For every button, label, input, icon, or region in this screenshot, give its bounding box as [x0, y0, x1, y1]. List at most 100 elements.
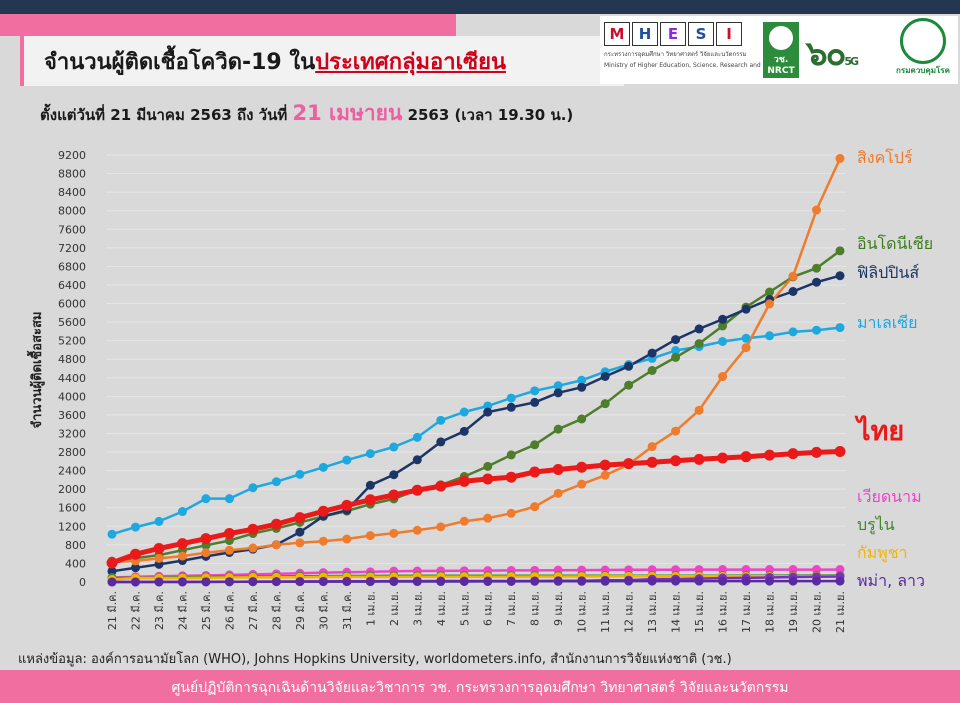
y-tick-label: 2000 [58, 483, 86, 496]
x-tick-label: 21 เม.ย. [834, 591, 847, 633]
y-tick-labels: 0 400 800 1200 1600 2000 2400 2800 3200 3600 4000 4… [58, 149, 86, 589]
page-title: จำนวนผู้ติดเชื้อโควิด-19 ในประเทศกลุ่มอา… [44, 44, 506, 79]
data-point [177, 507, 187, 517]
data-point [741, 333, 751, 343]
y-tick-label: 7600 [58, 223, 86, 236]
x-tick-label: 22 มี.ค. [129, 591, 142, 630]
data-point [647, 576, 657, 586]
data-point [624, 576, 634, 586]
data-point [200, 533, 212, 545]
data-point [154, 577, 164, 587]
nrct-label: วช. [773, 55, 789, 65]
data-point [624, 361, 634, 371]
x-tick-label: 5 เม.ย. [458, 591, 471, 626]
data-point [693, 453, 705, 465]
data-point [107, 529, 117, 539]
data-point [342, 534, 352, 544]
data-point [365, 480, 375, 490]
data-point [389, 470, 399, 480]
x-tick-label: 2 เม.ย. [388, 591, 401, 626]
ddc-label: กรมควบคุมโรค [896, 66, 950, 75]
mhesi-letter: H [632, 22, 658, 46]
title-highlight: ประเทศกลุ่มอาเซียน [315, 50, 507, 75]
data-point [295, 469, 305, 479]
y-tick-label: 0 [79, 576, 86, 589]
data-point [436, 577, 446, 587]
data-point [506, 402, 516, 412]
data-point [553, 388, 563, 398]
data-point [812, 277, 822, 287]
data-point [506, 450, 516, 460]
data-point [224, 494, 234, 504]
data-point [177, 551, 187, 561]
mhesi-thai-name: กระทรวงการอุดมศึกษา วิทยาศาสตร์ วิจัยและ… [604, 51, 747, 58]
y-tick-label: 8400 [58, 186, 86, 199]
data-point [506, 508, 516, 518]
data-point [271, 477, 281, 487]
data-point [505, 471, 517, 483]
x-tick-label: 26 มี.ค. [223, 591, 236, 630]
data-point [624, 380, 634, 390]
data-point [577, 375, 587, 385]
data-point [129, 548, 141, 560]
data-point [647, 442, 657, 452]
source-note: แหล่งข้อมูล: องค์การอนามัยโลก (WHO), Joh… [18, 652, 732, 667]
x-tick-label: 23 มี.ค. [153, 591, 166, 630]
series-line [110, 249, 842, 563]
data-point [317, 505, 329, 517]
data-point [788, 576, 798, 586]
data-point [224, 545, 234, 555]
data-point [670, 455, 682, 467]
y-tick-label: 800 [65, 539, 86, 552]
data-point [788, 327, 798, 337]
x-tick-label: 25 มี.ค. [200, 591, 213, 630]
series-line [110, 579, 842, 584]
data-point [271, 577, 281, 587]
data-point [671, 576, 681, 586]
data-point [717, 452, 729, 464]
data-point [718, 576, 728, 586]
y-tick-label: 5200 [58, 335, 86, 348]
x-tick-label: 7 เม.ย. [505, 591, 518, 626]
nrct-logo: วช. NRCT [763, 22, 799, 78]
data-point [718, 372, 728, 382]
y-tick-label: 6400 [58, 279, 86, 292]
data-point [530, 576, 540, 586]
series-points [106, 153, 846, 587]
data-point [553, 381, 563, 391]
date-range-subtitle: ตั้งแต่วันที่ 21 มีนาคม 2563 ถึง วันที่ … [40, 97, 573, 130]
data-point [835, 323, 845, 333]
data-point [530, 440, 540, 450]
data-point [553, 576, 563, 586]
data-point [411, 484, 423, 496]
data-point [765, 331, 775, 341]
x-tick-label: 3 เม.ย. [411, 591, 424, 626]
data-point [248, 543, 258, 553]
series-name-label: ฟิลิปปินส์ [857, 263, 919, 282]
data-point [577, 576, 587, 586]
x-tick-label: 27 มี.ค. [247, 591, 260, 630]
x-tick-label: 15 เม.ย. [693, 591, 706, 633]
x-tick-label: 24 มี.ค. [176, 591, 189, 630]
x-tick-label: 19 เม.ย. [787, 591, 800, 633]
data-point [646, 456, 658, 468]
y-tick-label: 3600 [58, 409, 86, 422]
data-point [295, 527, 305, 537]
series-line [109, 449, 843, 566]
data-point [458, 475, 470, 487]
data-point [741, 576, 751, 586]
data-point [270, 518, 282, 530]
y-tick-label: 4000 [58, 390, 86, 403]
data-point [600, 371, 610, 381]
y-tick-label: 1200 [58, 520, 86, 533]
data-point [482, 473, 494, 485]
y-tick-label: 9200 [58, 149, 86, 162]
data-point [671, 346, 681, 356]
data-point [459, 407, 469, 417]
mhesi-english-name: Ministry of Higher Education, Science, R… [604, 62, 795, 69]
subtitle-suffix: 2563 (เวลา 19.30 น.) [407, 106, 574, 124]
mhesi-letter: M [604, 22, 630, 46]
